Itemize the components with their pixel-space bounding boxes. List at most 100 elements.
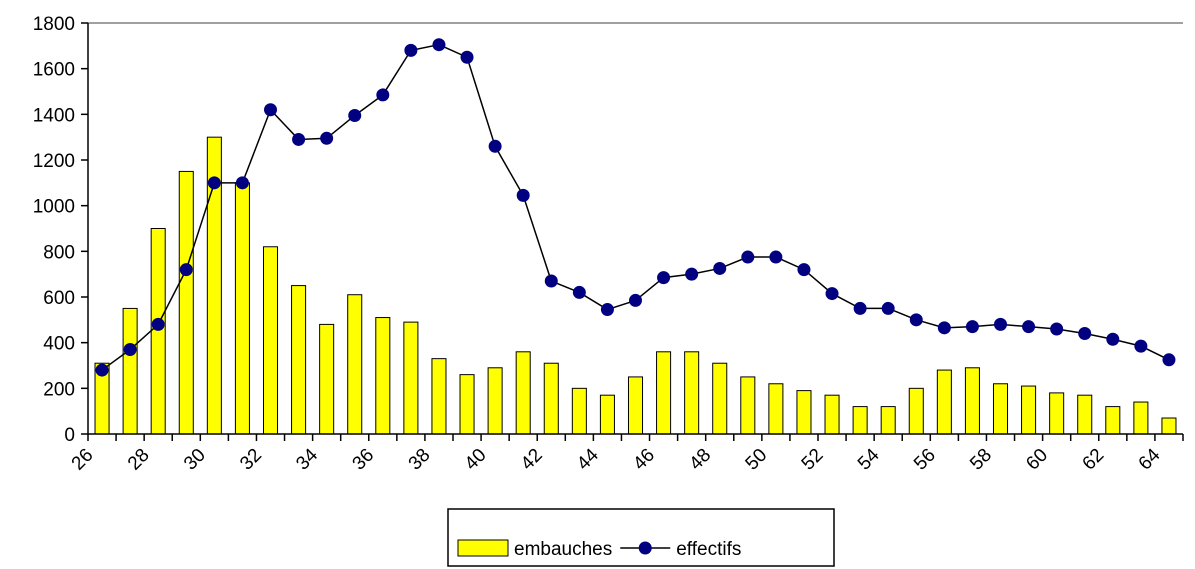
line-marker — [1106, 332, 1120, 346]
line — [101, 43, 1170, 371]
bar — [1133, 401, 1149, 435]
legend-swatch — [638, 541, 652, 555]
y-tick-label: 1000 — [33, 197, 75, 218]
bar — [1105, 406, 1121, 435]
line-marker — [432, 38, 446, 52]
bar — [1049, 392, 1065, 435]
line-marker — [348, 108, 362, 122]
bar — [487, 367, 503, 435]
line-marker — [264, 103, 277, 117]
bar — [964, 367, 980, 435]
y-tick-label: 1400 — [33, 105, 75, 126]
line-marker — [207, 176, 221, 190]
bar — [824, 394, 840, 435]
line-marker — [881, 301, 895, 315]
legend-label: effectifs — [676, 539, 741, 560]
legend-label: embauches — [514, 539, 612, 560]
bar — [768, 383, 784, 435]
y-tick-label: 400 — [43, 334, 75, 355]
x-tick-label: 28 — [124, 445, 154, 475]
line-marker — [572, 285, 586, 299]
line-marker — [460, 50, 474, 64]
x-tick-label: 32 — [236, 445, 266, 475]
y-tick-label: 200 — [43, 379, 75, 400]
legend-swatch — [457, 539, 509, 557]
y-tick-label: 1200 — [33, 151, 75, 172]
bar — [599, 394, 615, 435]
x-tick-label: 58 — [966, 445, 996, 475]
x-tick-label: 26 — [68, 445, 98, 475]
line-marker — [769, 250, 783, 264]
bar — [571, 387, 587, 435]
legend-box — [447, 508, 835, 567]
line-marker — [95, 363, 109, 377]
line-marker — [853, 301, 867, 315]
bar — [1077, 394, 1093, 435]
line-marker — [151, 317, 165, 331]
y-tick-label: 1600 — [33, 60, 75, 81]
line-marker — [1022, 320, 1036, 334]
line-marker — [1050, 322, 1064, 336]
line-marker — [994, 317, 1007, 331]
bar — [936, 369, 952, 435]
bar — [122, 307, 138, 435]
bar — [543, 362, 559, 435]
line-marker — [713, 261, 727, 275]
bar — [627, 376, 644, 435]
bar — [880, 406, 896, 435]
x-tick-label: 56 — [910, 445, 940, 475]
y-tick-label: 600 — [43, 288, 75, 309]
line-marker — [1162, 353, 1176, 367]
line-marker — [741, 250, 755, 264]
x-tick-label: 46 — [629, 445, 659, 475]
y-tick-label: 1800 — [33, 14, 75, 35]
x-tick-label: 44 — [573, 444, 603, 474]
x-tick-label: 40 — [461, 445, 491, 475]
line-marker — [320, 131, 334, 145]
bar — [234, 182, 250, 435]
bar — [431, 358, 447, 435]
x-tick-label: 48 — [685, 445, 715, 475]
x-tick-label: 34 — [292, 444, 322, 474]
bar — [1161, 417, 1177, 435]
bar — [740, 376, 756, 435]
line-marker — [657, 271, 671, 285]
bar — [684, 351, 700, 435]
line-marker — [909, 313, 923, 327]
line-marker — [600, 303, 614, 317]
x-tick-label: 62 — [1079, 445, 1109, 475]
line-marker — [1078, 327, 1092, 341]
bar — [712, 362, 728, 435]
legend: embauches effectifs — [447, 508, 835, 567]
x-tick-label: 64 — [1135, 444, 1165, 474]
y-tick-label: 0 — [64, 425, 75, 446]
bar — [319, 323, 335, 435]
line-marker — [825, 287, 839, 301]
bar — [515, 351, 531, 435]
bar — [656, 351, 672, 435]
line-marker — [376, 88, 390, 102]
line-marker — [937, 321, 951, 335]
line-marker — [488, 139, 502, 153]
bar — [459, 374, 475, 435]
x-tick-label: 38 — [405, 445, 435, 475]
x-tick-label: 50 — [742, 445, 772, 475]
line-marker — [123, 343, 137, 357]
y-tick-label: 800 — [43, 242, 75, 263]
bar — [852, 406, 868, 435]
bar — [992, 383, 1009, 435]
bar — [150, 228, 166, 435]
bar — [291, 285, 307, 435]
bar — [178, 170, 194, 435]
x-tick-label: 36 — [349, 445, 379, 475]
line-marker — [544, 274, 558, 288]
line-marker — [629, 293, 642, 307]
bar — [796, 390, 812, 435]
x-tick-label: 42 — [517, 445, 547, 475]
x-tick-label: 54 — [854, 444, 884, 474]
line-marker — [797, 263, 811, 277]
line-marker — [292, 132, 306, 146]
bar — [908, 387, 924, 435]
